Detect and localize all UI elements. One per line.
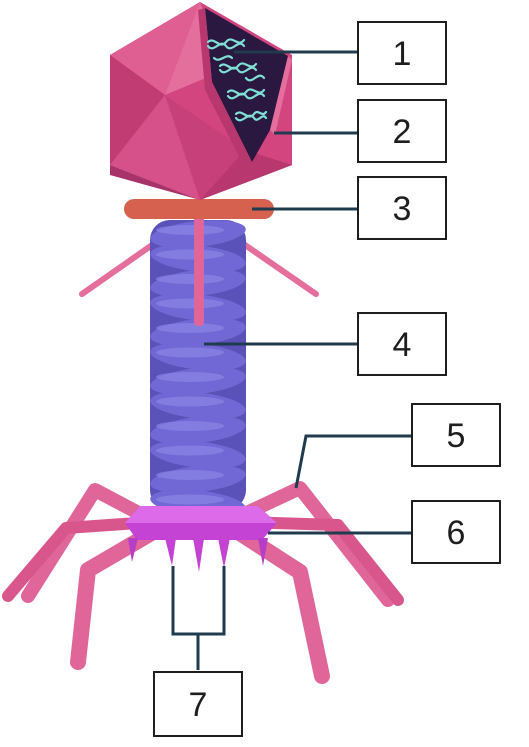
tail-pin — [218, 538, 230, 568]
leader-line-5 — [294, 434, 412, 489]
tail-pin — [258, 538, 268, 566]
sheath-ring-highlight — [156, 445, 224, 456]
sheath-ring-highlight — [156, 298, 224, 309]
tail-pin — [128, 538, 138, 562]
leader-line-7 — [171, 566, 226, 636]
base-plate — [125, 506, 277, 572]
collar — [124, 199, 274, 219]
label-3: 3 — [357, 176, 447, 240]
label-4-text: 4 — [393, 326, 412, 364]
label-6: 6 — [411, 500, 501, 564]
sheath-ring-highlight — [156, 396, 224, 407]
sheath-ring-highlight — [156, 470, 224, 480]
sheath-ring-highlight — [156, 323, 224, 333]
tail-fiber — [224, 520, 330, 684]
tail-pin — [193, 538, 204, 572]
sheath-ring-highlight — [156, 225, 224, 235]
sheath-ring-highlight — [156, 347, 224, 358]
capsid-head — [110, 2, 292, 200]
tail-fiber — [21, 483, 155, 603]
sheath-ring-highlight — [156, 372, 224, 382]
tail-tube — [194, 214, 204, 326]
sheath-ring-highlight — [156, 421, 224, 431]
tail-pin — [165, 538, 176, 566]
dna-strand — [206, 38, 268, 122]
sheath-ring-highlight — [156, 494, 224, 505]
label-5: 5 — [411, 403, 501, 467]
label-4: 4 — [357, 312, 447, 376]
tail-sheath — [150, 214, 246, 518]
label-1: 1 — [357, 21, 447, 85]
label-6-text: 6 — [447, 514, 466, 552]
tail-fiber — [2, 516, 158, 602]
label-2-text: 2 — [393, 113, 412, 151]
label-5-text: 5 — [447, 417, 466, 455]
label-1-text: 1 — [393, 35, 412, 73]
tail-fiber — [70, 520, 168, 670]
label-7-text: 7 — [189, 686, 208, 724]
label-3-text: 3 — [393, 190, 412, 228]
sheath-ring-highlight — [156, 249, 224, 260]
label-2: 2 — [357, 99, 447, 163]
sheath-ring-highlight — [156, 274, 224, 284]
label-7: 7 — [153, 671, 243, 737]
leader-lines — [171, 50, 412, 670]
